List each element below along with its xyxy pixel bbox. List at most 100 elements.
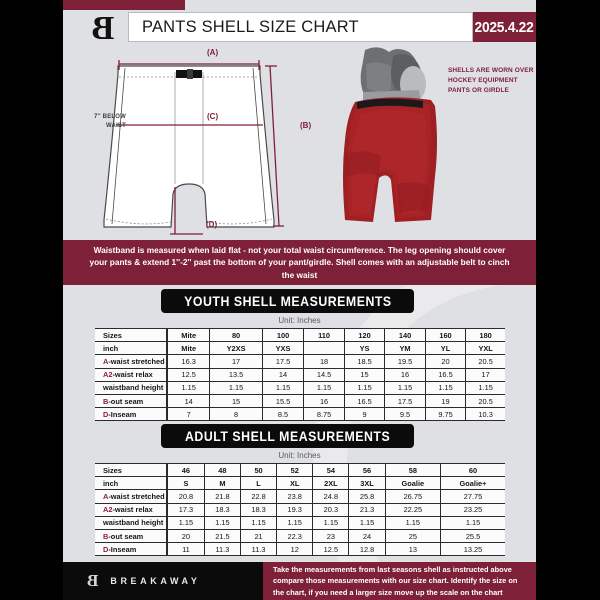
table-row: D-Inseam 7 8 8.5 8.75 9 9.5 9.75 10.3 — [95, 407, 505, 422]
row-label: waistband height — [95, 380, 168, 395]
table-row: waistband height 1.15 1.15 1.15 1.15 1.15 1.15… — [95, 380, 505, 395]
table-cell: 1.15 — [209, 380, 263, 395]
table-cell: 21 — [240, 528, 278, 544]
date-text: 2025.4.22 — [475, 18, 534, 36]
footer-instruction-block: Take the measurements from last seasons … — [263, 562, 536, 600]
youth-section-title: YOUTH SHELL MEASUREMENTS — [161, 289, 414, 313]
table-cell: YXS — [262, 341, 305, 356]
table-cell: S — [167, 476, 205, 491]
dimension-label-b: (B) — [300, 121, 312, 130]
table-cell: 24.8 — [312, 489, 350, 504]
table-cell: 22.3 — [276, 528, 314, 544]
table-cell: Goalie — [385, 476, 442, 491]
footer-brand-block: B BREAKAWAY — [63, 562, 263, 600]
table-cell: 9.5 — [384, 407, 426, 422]
table-cell: 15.5 — [262, 393, 305, 409]
table-cell: Mite — [167, 327, 211, 343]
table-cell: 18 — [303, 354, 345, 369]
table-cell: 8.75 — [303, 407, 345, 422]
row-label-marker: B — [103, 396, 109, 406]
row-label: Sizes — [95, 462, 168, 478]
table-cell: 1.15 — [384, 380, 426, 395]
table-cell: 1.15 — [344, 380, 386, 395]
table-cell: 18.3 — [204, 502, 241, 517]
table-cell: 16.3 — [167, 354, 211, 369]
table-cell: 15 — [344, 367, 386, 382]
table-cell: 16 — [384, 367, 426, 382]
row-label: inch — [95, 341, 168, 356]
row-label: waistband height — [95, 515, 168, 530]
table-cell: 22.25 — [385, 502, 442, 517]
table-cell: YS — [344, 341, 386, 356]
youth-title-text: YOUTH SHELL MEASUREMENTS — [183, 293, 392, 309]
table-cell: 56 — [348, 462, 386, 478]
table-cell: 1.15 — [440, 515, 505, 530]
table-cell: 12.5 — [167, 367, 211, 382]
table-row: waistband height 1.15 1.15 1.15 1.15 1.15 1.15… — [95, 515, 505, 530]
table-cell: 60 — [440, 462, 505, 478]
row-label: A2-waist relax — [95, 502, 168, 517]
title-box: PANTS SHELL SIZE CHART — [128, 12, 473, 42]
size-chart-page: B PANTS SHELL SIZE CHART 2025.4.22 — [63, 0, 536, 600]
table-cell: 22.8 — [240, 489, 278, 504]
table-cell: 9 — [344, 407, 386, 422]
table-cell: 1.15 — [425, 380, 467, 395]
table-row: inch Mite Y2XS YXS YS YM YL YXL — [95, 341, 505, 356]
table-cell: 20.5 — [465, 393, 505, 409]
table-cell: 16 — [303, 393, 345, 409]
row-label-marker: B — [103, 531, 109, 541]
table-cell: 21.5 — [204, 528, 241, 544]
table-cell: 110 — [303, 327, 345, 343]
table-cell: 100 — [262, 327, 305, 343]
table-cell: 1.15 — [465, 380, 505, 395]
row-label: Sizes — [95, 327, 168, 343]
table-cell: YL — [425, 341, 467, 356]
adult-unit-label: Unit: Inches — [278, 451, 321, 460]
adult-measurements-table: Sizes 46 48 50 52 54 56 58 60 inch S M L XL 2XL 3XL Goal… — [95, 462, 505, 557]
table-row: A-waist stretched 16.3 17 17.5 18 18.5 19.5 20 2… — [95, 354, 505, 369]
table-cell: 20 — [167, 528, 205, 544]
youth-measurements-table: Sizes Mite 80 100 110 120 140 160 180 inch Mite Y2X… — [95, 327, 505, 422]
table-cell: 11.3 — [240, 542, 278, 557]
table-cell: 20.8 — [167, 489, 205, 504]
table-cell: 11.3 — [204, 542, 241, 557]
instruction-banner: Waistband is measured when laid flat - n… — [63, 240, 536, 285]
table-cell: 54 — [312, 462, 350, 478]
row-label: B-out seam — [95, 393, 168, 409]
row-label-marker: A2 — [103, 370, 113, 380]
footer-instruction-text: Take the measurements from last seasons … — [273, 564, 518, 597]
table-cell: 180 — [465, 327, 505, 343]
adult-title-text: ADULT SHELL MEASUREMENTS — [184, 428, 391, 444]
table-cell: 1.15 — [240, 515, 278, 530]
table-cell: 3XL — [348, 476, 386, 491]
table-cell: 25 — [385, 528, 442, 544]
page-title: PANTS SHELL SIZE CHART — [142, 17, 359, 36]
table-cell: 17.5 — [384, 393, 426, 409]
table-cell: 8.5 — [262, 407, 305, 422]
table-cell: 13.5 — [209, 367, 263, 382]
table-cell: 80 — [209, 327, 263, 343]
table-row: A2-waist relax 12.5 13.5 14 14.5 15 16 16.5 17 — [95, 367, 505, 382]
table-cell: 21.8 — [204, 489, 241, 504]
table-row: inch S M L XL 2XL 3XL Goalie Goalie+ — [95, 476, 505, 491]
table-cell: 13.25 — [440, 542, 505, 557]
table-cell: 20.5 — [465, 354, 505, 369]
photo-note: SHELLS ARE WORN OVER HOCKEY EQUIPMENT PA… — [448, 67, 534, 94]
instruction-text: Waistband is measured when laid flat - n… — [89, 244, 510, 280]
page-footer: B BREAKAWAY Take the measurements from l… — [63, 562, 536, 600]
table-row: A2-waist relax 17.3 18.3 18.3 19.3 20.3 21.3 22… — [95, 502, 505, 517]
table-cell: Mite — [167, 341, 211, 356]
breakaway-b-logo-footer-icon: B — [87, 571, 99, 590]
table-cell: 140 — [384, 327, 426, 343]
table-cell: 1.15 — [204, 515, 241, 530]
row-label-marker: A2 — [103, 505, 113, 515]
table-cell: 12.8 — [348, 542, 386, 557]
table-cell: 18.5 — [344, 354, 386, 369]
table-cell: 11 — [167, 542, 205, 557]
table-cell: 20 — [425, 354, 467, 369]
table-cell: 120 — [344, 327, 386, 343]
table-cell: Goalie+ — [440, 476, 505, 491]
footer-brand-name: BREAKAWAY — [110, 576, 201, 586]
table-cell: 14 — [167, 393, 211, 409]
product-photo — [335, 44, 460, 239]
